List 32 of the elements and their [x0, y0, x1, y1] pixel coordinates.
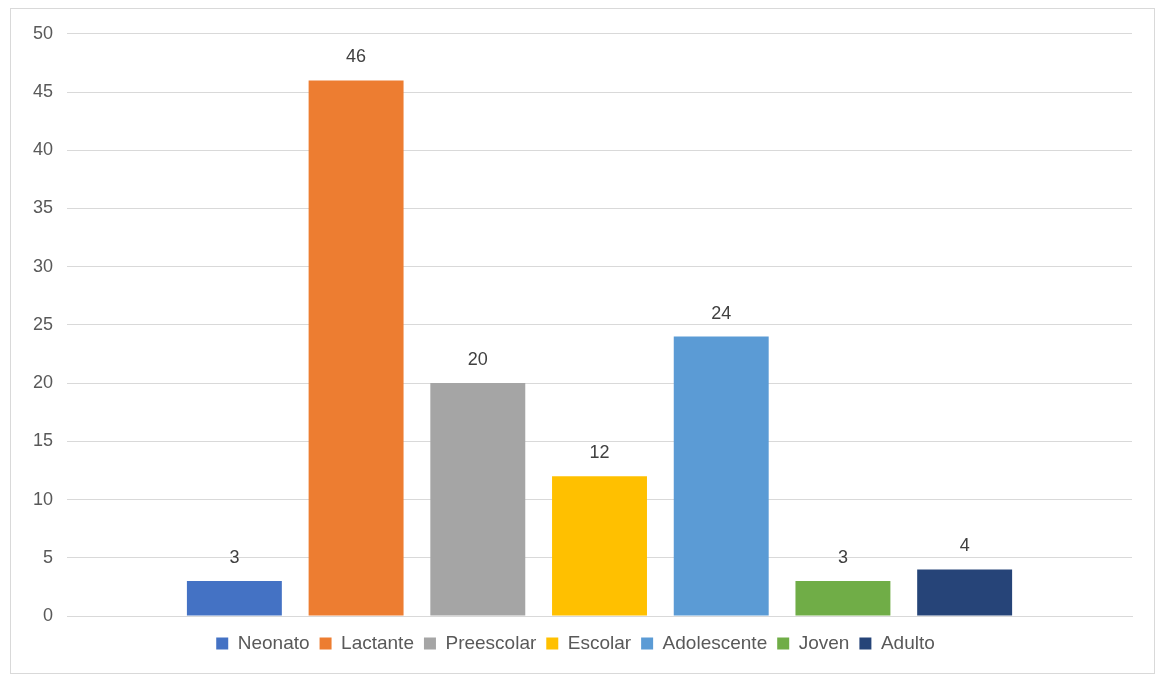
y-tick-label: 15: [32, 430, 54, 451]
bar: [795, 581, 891, 616]
data-label: 3: [837, 547, 848, 568]
y-tick-label: 20: [32, 372, 54, 393]
bar: [308, 80, 404, 616]
legend-label: Joven: [798, 631, 850, 653]
bar: [552, 476, 647, 616]
data-label: 20: [467, 349, 488, 370]
y-tick-label: 25: [32, 313, 54, 334]
legend-label: Lactante: [341, 631, 414, 653]
bar: [430, 383, 526, 616]
bar: [673, 336, 769, 616]
y-tick-label: 50: [32, 22, 54, 43]
y-tick-label: 10: [32, 488, 54, 509]
legend-label: Escolar: [567, 631, 632, 653]
bar: [186, 581, 282, 616]
bar: [917, 569, 1013, 616]
legend-label: Adulto: [880, 631, 935, 653]
legend-label: Adolescente: [662, 631, 768, 653]
y-tick-label: 45: [32, 80, 54, 101]
y-tick-label: 35: [32, 197, 54, 218]
data-label: 46: [346, 46, 367, 67]
y-tick-label: 30: [32, 255, 54, 276]
data-label: 24: [711, 302, 732, 323]
y-tick-label: 40: [32, 139, 54, 160]
data-label: 12: [589, 442, 610, 463]
legend-label: Preescolar: [445, 631, 537, 653]
legend-label: Neonato: [237, 631, 310, 653]
data-label: 3: [229, 547, 240, 568]
y-tick-label: 0: [43, 604, 54, 625]
data-label: 4: [959, 535, 970, 556]
y-tick-label: 5: [43, 546, 54, 567]
